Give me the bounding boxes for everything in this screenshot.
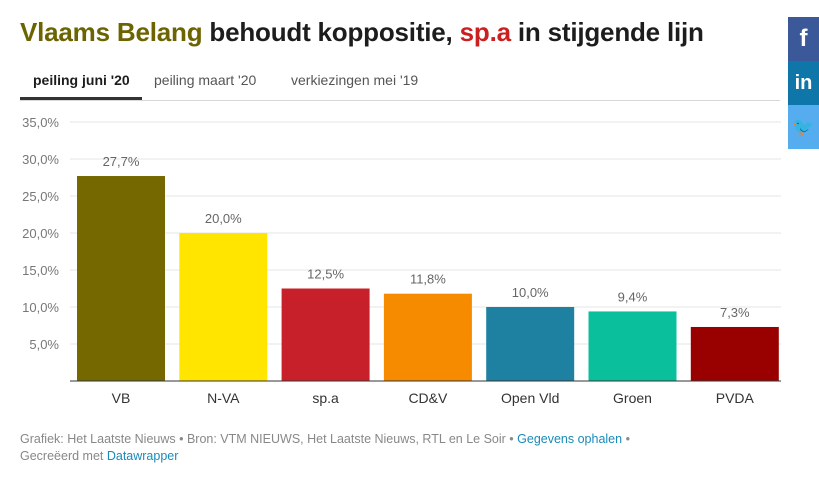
bar-value-label: 10,0% — [512, 285, 549, 300]
twitter-share-button[interactable]: 🐦 — [788, 105, 819, 149]
facebook-share-button[interactable]: f — [788, 17, 819, 61]
x-category-label: Groen — [613, 390, 652, 406]
bar-value-label: 9,4% — [618, 289, 648, 304]
title-text-1: behoudt koppositie, — [202, 17, 460, 47]
bar-value-label: 27,7% — [103, 154, 140, 169]
linkedin-share-button[interactable]: in — [788, 61, 819, 105]
y-tick-label: 20,0% — [22, 226, 59, 241]
y-tick-label: 5,0% — [29, 337, 59, 352]
x-category-label: CD&V — [408, 390, 448, 406]
bar[interactable] — [690, 326, 779, 381]
tab-peiling-maart-20[interactable]: peiling maart '20 — [154, 72, 257, 88]
footer-separator: • — [622, 432, 630, 446]
y-tick-label: 30,0% — [22, 152, 59, 167]
y-tick-label: 35,0% — [22, 115, 59, 130]
x-category-label: sp.a — [312, 390, 339, 406]
facebook-icon: f — [799, 25, 808, 52]
bar[interactable] — [179, 233, 268, 381]
bar-value-label: 20,0% — [205, 211, 242, 226]
twitter-icon: 🐦 — [792, 116, 815, 137]
title-text-2: in stijgende lijn — [510, 17, 704, 47]
active-tab-indicator — [20, 97, 142, 100]
x-category-label: N-VA — [207, 390, 240, 406]
title-highlight-vb: Vlaams Belang — [20, 17, 203, 47]
bar[interactable] — [588, 311, 677, 381]
tab-bar: peiling juni '20 peiling maart '20 verki… — [20, 70, 780, 101]
linkedin-icon: in — [794, 71, 813, 94]
source-text: Grafiek: Het Laatste Nieuws • Bron: VTM … — [20, 432, 518, 446]
footer-line-2: Gecreëerd met Datawrapper — [20, 448, 630, 465]
tab-verkiezingen-mei-19[interactable]: verkiezingen mei '19 — [291, 72, 419, 88]
y-tick-label: 10,0% — [22, 300, 59, 315]
made-with-text: Gecreëerd met — [20, 449, 107, 463]
bar-value-label: 7,3% — [720, 305, 750, 320]
bar-value-label: 11,8% — [410, 272, 446, 287]
bar-value-label: 12,5% — [307, 267, 344, 282]
get-data-link[interactable]: Gegevens ophalen — [517, 432, 623, 446]
y-tick-label: 15,0% — [22, 263, 59, 278]
y-tick-label: 25,0% — [22, 189, 59, 204]
title-highlight-spa: sp.a — [459, 17, 511, 47]
x-category-label: Open Vld — [501, 390, 559, 406]
tab-peiling-juni-20[interactable]: peiling juni '20 — [33, 72, 130, 88]
chart-footer: Grafiek: Het Laatste Nieuws • Bron: VTM … — [20, 431, 630, 465]
chart-title: Vlaams Belang behoudt koppositie, sp.a i… — [20, 17, 704, 48]
bar[interactable] — [383, 293, 472, 381]
datawrapper-link[interactable]: Datawrapper — [106, 449, 179, 463]
x-category-label: VB — [112, 390, 131, 406]
bar-chart: 5,0% 10,0% 15,0% 20,0% 25,0% 30,0% 35,0% 27,7% V… — [22, 115, 781, 406]
bar[interactable] — [486, 307, 575, 381]
footer-line-1: Grafiek: Het Laatste Nieuws • Bron: VTM … — [20, 431, 630, 448]
bar[interactable] — [281, 288, 370, 382]
x-category-label: PVDA — [716, 390, 755, 406]
bar[interactable] — [77, 176, 165, 381]
